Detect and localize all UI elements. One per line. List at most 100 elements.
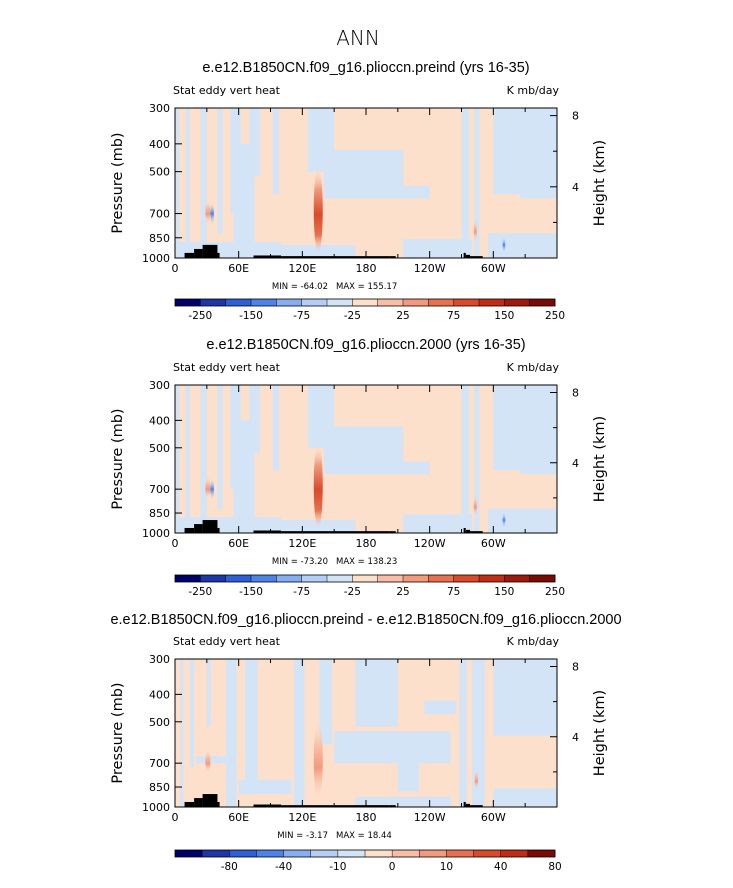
field-band (217, 385, 223, 509)
colorbar-label: -25 (344, 586, 361, 598)
colorbar-swatch (327, 299, 353, 306)
colorbar-label: -25 (344, 310, 361, 322)
min-label: MIN = -73.20 (272, 557, 328, 567)
field-patch (397, 744, 420, 792)
field-band (211, 659, 226, 807)
field-band (461, 385, 469, 533)
field-patch (403, 461, 430, 475)
topography (389, 256, 396, 259)
colorbar-swatch (276, 299, 302, 306)
height-tick-label: 8 (572, 661, 579, 674)
field-band (179, 108, 186, 258)
colorbar-swatch (202, 850, 230, 857)
colorbar-label: -150 (239, 586, 263, 598)
colorbar-swatch (392, 850, 420, 857)
colorbar-swatch (365, 850, 393, 857)
field-band (183, 659, 190, 807)
field-band (259, 108, 273, 258)
y-axis-right-title: Height (km) (592, 140, 608, 226)
field-band (175, 385, 180, 533)
field-patch (403, 239, 473, 258)
field-patch (233, 420, 255, 521)
feature-small (474, 769, 478, 790)
colorbar-label: 250 (545, 586, 565, 598)
field-band (194, 659, 207, 807)
colorbar-swatch (453, 299, 480, 306)
colorbar-swatch (327, 575, 353, 582)
field-band (479, 385, 494, 533)
pressure-tick-label: 1000 (142, 801, 170, 814)
colorbar-swatch (225, 299, 252, 306)
field-band (206, 659, 212, 727)
field-band (189, 108, 201, 258)
colorbar-label: 25 (396, 586, 409, 598)
feature-small (502, 512, 506, 528)
max-feature (313, 718, 323, 802)
colorbar-swatch (377, 575, 404, 582)
colorbar-label: 250 (545, 310, 565, 322)
field-band (468, 385, 475, 533)
topography (253, 255, 282, 259)
field-patch (196, 755, 229, 764)
field-band (466, 659, 473, 807)
topography (184, 527, 195, 534)
colorbar-swatch (276, 575, 302, 582)
pressure-tick-label: 850 (149, 781, 170, 794)
height-tick-label: 8 (572, 110, 579, 123)
colorbar-label: -10 (329, 861, 346, 873)
min-feature (210, 203, 214, 225)
colorbar-swatch (527, 850, 556, 857)
colorbar-swatch (337, 850, 366, 857)
colorbar-swatch (283, 850, 312, 857)
colorbar-label: -250 (188, 310, 212, 322)
lon-tick-label: 60E (228, 811, 249, 824)
topography (465, 529, 470, 534)
field-band (272, 108, 279, 195)
colorbar-swatch (175, 850, 203, 857)
topography (184, 252, 195, 259)
field-band (459, 659, 467, 807)
colorbar-swatch (479, 299, 505, 306)
field-patch (403, 514, 473, 533)
topography (217, 527, 220, 534)
feature-small (205, 475, 211, 500)
colorbar-label: -250 (188, 586, 212, 598)
colorbar-swatch (377, 299, 404, 306)
field-band (206, 108, 218, 258)
pressure-tick-label: 500 (149, 442, 170, 455)
max-label: MAX = 155.17 (336, 282, 397, 292)
colorbar-label: 0 (389, 861, 396, 873)
lon-tick-label: 60E (228, 537, 249, 550)
colorbar-swatch (175, 575, 201, 582)
colorbar-swatch (529, 575, 556, 582)
colorbar-frame (174, 574, 556, 583)
field-band (245, 659, 258, 795)
field-patch (371, 242, 388, 258)
topography (469, 531, 483, 534)
field-band (236, 659, 246, 807)
y-axis-right-title: Height (km) (592, 690, 608, 776)
colorbar-label: -75 (293, 586, 310, 598)
colorbar-swatch (251, 299, 277, 306)
colorbar-swatch (403, 575, 429, 582)
min-label: MIN = -64.02 (272, 282, 328, 292)
field-band (355, 659, 398, 727)
pressure-tick-label: 300 (149, 102, 170, 115)
height-tick-label: 4 (572, 731, 579, 744)
lon-tick-label: 0 (172, 811, 179, 824)
topography (184, 801, 195, 808)
panel-right-label: K mb/day (507, 635, 560, 648)
lon-tick-label: 60W (481, 811, 506, 824)
topography (469, 256, 483, 259)
topography (469, 805, 483, 808)
topography (194, 248, 203, 259)
colorbar-swatch (256, 850, 284, 857)
colorbar-swatch (504, 575, 530, 582)
colorbar-frame (174, 298, 556, 307)
field-band (468, 108, 475, 258)
topography (463, 252, 466, 259)
lon-tick-label: 120E (288, 811, 316, 824)
panel-right-label: K mb/day (507, 361, 560, 374)
lon-tick-label: 180 (356, 537, 377, 550)
pressure-tick-label: 850 (149, 232, 170, 245)
